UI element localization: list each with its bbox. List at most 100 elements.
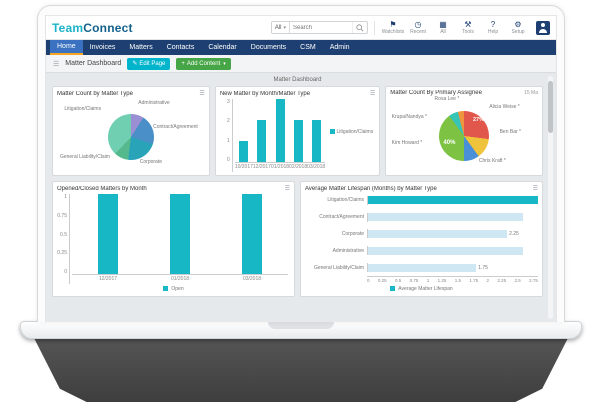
nav-item-documents[interactable]: Documents [250, 44, 287, 51]
panel-menu-icon[interactable]: ☰ [369, 91, 376, 97]
bar-03/2018 [242, 194, 262, 274]
top-bar: TeamConnect All ▾ [46, 16, 556, 40]
page-menu-icon[interactable]: ☰ [53, 60, 60, 68]
nav-item-csm[interactable]: CSM [300, 44, 316, 51]
watchlists-icon: ⚑ [389, 20, 397, 29]
panel-average-matter-lifespan: Average Matter Lifespan (Months) by Matt… [300, 181, 543, 297]
category-label: Litigation/Claims [327, 197, 364, 204]
dashboard-row-1: Matter Count by Matter Type ☰ Administra… [52, 86, 544, 176]
bar-chart-area: 1 0.75 0.5 0.25 0 12/2017 01/2018 03/2018 Open [57, 192, 290, 293]
x-tick-label: 0.75 [409, 278, 419, 283]
recent-button[interactable]: ◷ Recent [406, 20, 430, 35]
bar-12/2017 [257, 120, 267, 162]
watchlists-label: Watchlists [381, 29, 405, 35]
panel-header: Matter Count by Matter Type ☰ [57, 90, 205, 98]
logo-connect: Connect [83, 20, 133, 35]
search-scope-dropdown[interactable]: All ▾ [272, 22, 290, 33]
help-button[interactable]: ? Help [481, 20, 505, 35]
pie-label: Corporate [139, 158, 162, 165]
search-input[interactable] [290, 24, 352, 31]
chart-legend: Open [57, 284, 290, 293]
nav-item-home[interactable]: Home [50, 40, 83, 55]
bar-row: Contract/Agreement [305, 212, 538, 222]
plus-icon: + [181, 60, 185, 67]
panel-menu-icon[interactable]: ☰ [284, 186, 290, 192]
caret-down-icon: ▾ [223, 60, 226, 67]
category-label: Contract/Agreement [319, 214, 364, 221]
bar-01/2018 [275, 99, 285, 162]
watchlists-button[interactable]: ⚑ Watchlists [381, 20, 405, 35]
x-tick-label: 02/2018 [289, 164, 308, 170]
bar-column: 12/2017 [72, 194, 144, 284]
dashboard-row-2: Opened/Closed Matters by Month ☰ 1 0.75 0.… [52, 181, 543, 297]
user-avatar[interactable] [536, 20, 550, 35]
nav-item-admin[interactable]: Admin [329, 44, 350, 51]
bars: 10/2017 12/2017 01/2018 02/2018 03/2018 [231, 99, 327, 172]
panel-meta: 15 Ma [524, 90, 539, 96]
bar-row: Litigation/Claims [305, 195, 538, 205]
edit-page-label: Edit Page [139, 60, 166, 67]
bar-column: 03/2018 [307, 99, 326, 172]
bar-01/2018 [170, 194, 190, 274]
panel-opened-closed-matters: Opened/Closed Matters by Month ☰ 1 0.75 0.… [52, 181, 295, 297]
search-scope-label: All [274, 24, 282, 31]
legend-label: Litigation/Claims [336, 128, 374, 135]
pie-label: Administrative [138, 100, 170, 106]
pie-label: Litigation/Claims [64, 106, 102, 112]
panel-title: Opened/Closed Matters by Month [57, 185, 147, 192]
all-button[interactable]: ▦ All [431, 20, 455, 35]
x-tick-label: 10/2017 [234, 164, 253, 170]
pencil-icon: ✎ [132, 61, 138, 67]
add-content-label: Add Content [186, 60, 221, 67]
bar-Contract/Agreement [368, 213, 523, 222]
laptop-screen: TeamConnect All ▾ [37, 5, 565, 322]
panel-title: Matter Count by Matter Type [57, 90, 133, 97]
panel-menu-icon[interactable]: ☰ [199, 91, 205, 97]
bar-10/2017 [239, 141, 249, 162]
nav-item-invoices[interactable]: Invoices [89, 44, 116, 51]
x-tick-label: 1.25 [437, 278, 447, 283]
page-toolbar: ☰ Matter Dashboard ✎ Edit Page + Add Con… [46, 55, 556, 73]
bar-row: Corporate 2.25 [305, 229, 538, 239]
help-icon: ? [490, 20, 496, 29]
panel-header: Matter Count By Primary Assignee 15 Ma [390, 90, 538, 96]
pie-label: General Liability/Claim [59, 154, 110, 160]
bar-Administrative [368, 246, 523, 255]
bar-03/2018 [311, 120, 321, 162]
nav-item-matters[interactable]: Matters [129, 44, 153, 51]
top-icon-group: ⚑ Watchlists ◷ Recent ▦ All ⚒ [381, 20, 530, 35]
value-label: 2.25 [509, 230, 519, 237]
vertical-scrollbar[interactable] [548, 76, 553, 319]
x-tick-label: 1.5 [454, 278, 462, 283]
dashboard-title: Matter Dashboard [273, 77, 322, 83]
nav-item-calendar[interactable]: Calendar [208, 44, 237, 51]
setup-button[interactable]: ⚙ Setup [506, 20, 530, 35]
bar-column: 10/2017 [234, 99, 253, 172]
scrollbar-thumb[interactable] [548, 81, 553, 133]
laptop-base [20, 321, 582, 339]
pie-chart-primary-assignee [439, 111, 490, 162]
x-tick-label: 12/2017 [252, 164, 271, 170]
bar-column: 02/2018 [289, 99, 308, 172]
panel-menu-icon[interactable]: ☰ [532, 186, 538, 192]
pie-label: Contract/Agreement [153, 124, 198, 130]
bar-General Liability/Claim [368, 263, 477, 272]
panel-matter-count-by-type: Matter Count by Matter Type ☰ Administra… [52, 86, 210, 176]
edit-page-button[interactable]: ✎ Edit Page [127, 57, 171, 70]
pie-label: Alicia Weise * [489, 103, 520, 110]
chevron-down-icon: ▾ [283, 24, 286, 31]
nav-item-contacts[interactable]: Contacts [166, 44, 195, 51]
tools-button[interactable]: ⚒ Tools [456, 20, 480, 35]
logo-team: Team [52, 20, 84, 35]
add-content-button[interactable]: + Add Content ▾ [176, 57, 231, 70]
x-tick-label: 0.25 [377, 278, 387, 283]
legend-label: Open [171, 285, 184, 292]
pie-label: Rosa Lee * [434, 96, 460, 102]
search-icon[interactable] [352, 22, 367, 33]
x-tick-label: 1 [426, 278, 430, 283]
recent-icon: ◷ [414, 20, 422, 29]
bar-Corporate [368, 229, 508, 238]
